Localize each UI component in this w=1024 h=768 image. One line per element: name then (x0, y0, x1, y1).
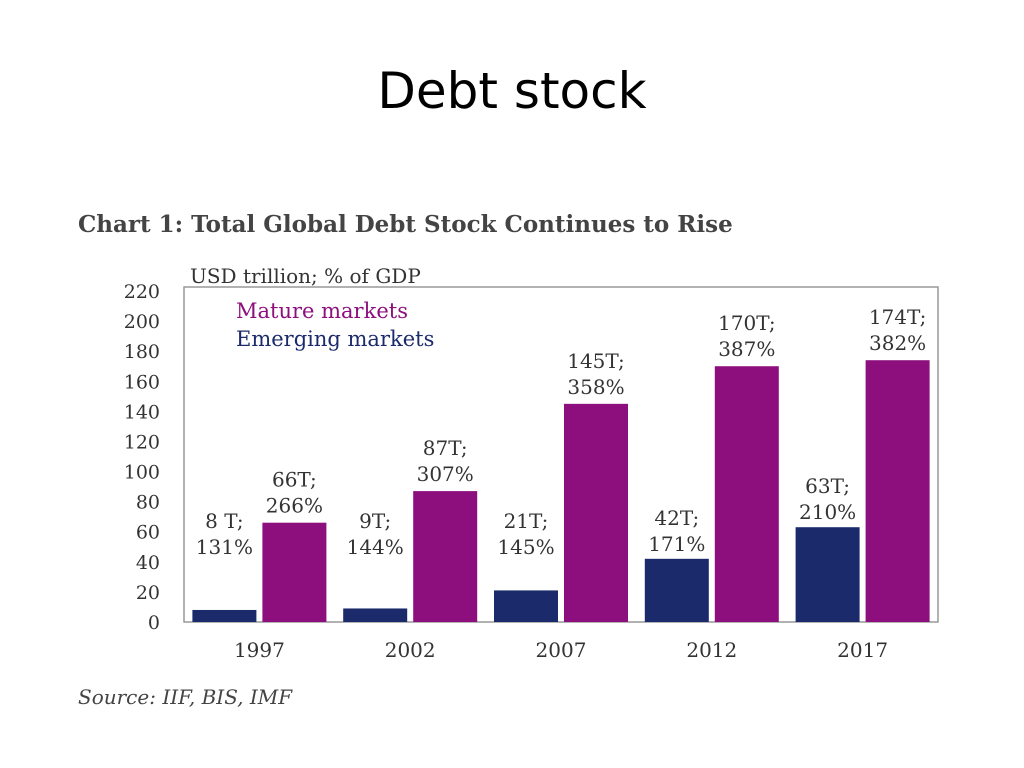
y-tick-label: 100 (124, 462, 160, 484)
y-tick-label: 220 (124, 281, 160, 303)
data-label-mature-2012: 170T; (718, 311, 776, 335)
data-label-emerging-2002: 144% (347, 535, 404, 559)
x-tick-label: 2012 (686, 638, 737, 662)
data-label-emerging-2007: 21T; (504, 509, 549, 533)
bar-mature-2002 (413, 491, 478, 622)
bar-emerging-2017 (795, 527, 860, 622)
bar-emerging-2007 (494, 590, 558, 622)
data-label-mature-1997: 266% (266, 494, 323, 518)
data-label-emerging-1997: 131% (196, 535, 253, 559)
data-label-emerging-1997: 8 T; (205, 509, 243, 533)
bar-mature-1997 (262, 522, 327, 622)
bar-emerging-1997 (192, 609, 257, 622)
data-label-emerging-2017: 210% (799, 500, 856, 524)
bar-mature-2012 (714, 366, 779, 622)
x-tick-label: 2002 (385, 638, 436, 662)
y-tick-label: 20 (136, 582, 160, 604)
slide-title: Debt stock (377, 62, 647, 120)
y-tick-label: 60 (136, 522, 160, 544)
x-tick-label: 2017 (837, 638, 888, 662)
data-label-mature-2012: 387% (718, 337, 775, 361)
y-tick-label: 160 (124, 371, 160, 393)
chart-svg: Chart 1: Total Global Debt Stock Continu… (78, 211, 939, 709)
data-label-mature-2002: 307% (417, 462, 474, 486)
chart-source: Source: IIF, BIS, IMF (78, 685, 293, 709)
legend-mature-markets: Mature markets (236, 299, 408, 323)
data-label-mature-2007: 145T; (567, 349, 625, 373)
bar-mature-2007 (564, 403, 628, 622)
x-tick-label: 1997 (234, 638, 285, 662)
data-label-emerging-2002: 9T; (359, 509, 391, 533)
legend-emerging-markets: Emerging markets (236, 327, 434, 351)
data-label-emerging-2007: 145% (497, 535, 554, 559)
unit-label: USD trillion; % of GDP (190, 264, 421, 288)
bar-emerging-2012 (644, 558, 709, 622)
data-label-emerging-2012: 171% (648, 532, 705, 556)
data-label-mature-2017: 174T; (869, 305, 927, 329)
data-label-mature-2017: 382% (869, 331, 926, 355)
bar-emerging-2002 (343, 608, 408, 622)
y-tick-label: 80 (136, 492, 160, 514)
y-tick-label: 40 (136, 552, 160, 574)
data-label-mature-1997: 66T; (272, 468, 317, 492)
data-label-emerging-2012: 42T; (654, 506, 699, 530)
y-tick-label: 120 (124, 431, 160, 453)
plot-frame (183, 286, 939, 623)
x-tick-label: 2007 (536, 638, 587, 662)
y-tick-label: 140 (124, 401, 160, 423)
data-label-mature-2007: 358% (567, 375, 624, 399)
bar-mature-2017 (865, 360, 930, 622)
chart-figure: Chart 1: Total Global Debt Stock Continu… (0, 190, 1024, 730)
y-tick-label: 200 (124, 311, 160, 333)
data-label-mature-2002: 87T; (423, 436, 468, 460)
y-tick-label: 0 (148, 612, 160, 634)
y-tick-label: 180 (124, 341, 160, 363)
chart-title: Chart 1: Total Global Debt Stock Continu… (78, 211, 733, 238)
data-label-emerging-2017: 63T; (805, 474, 850, 498)
